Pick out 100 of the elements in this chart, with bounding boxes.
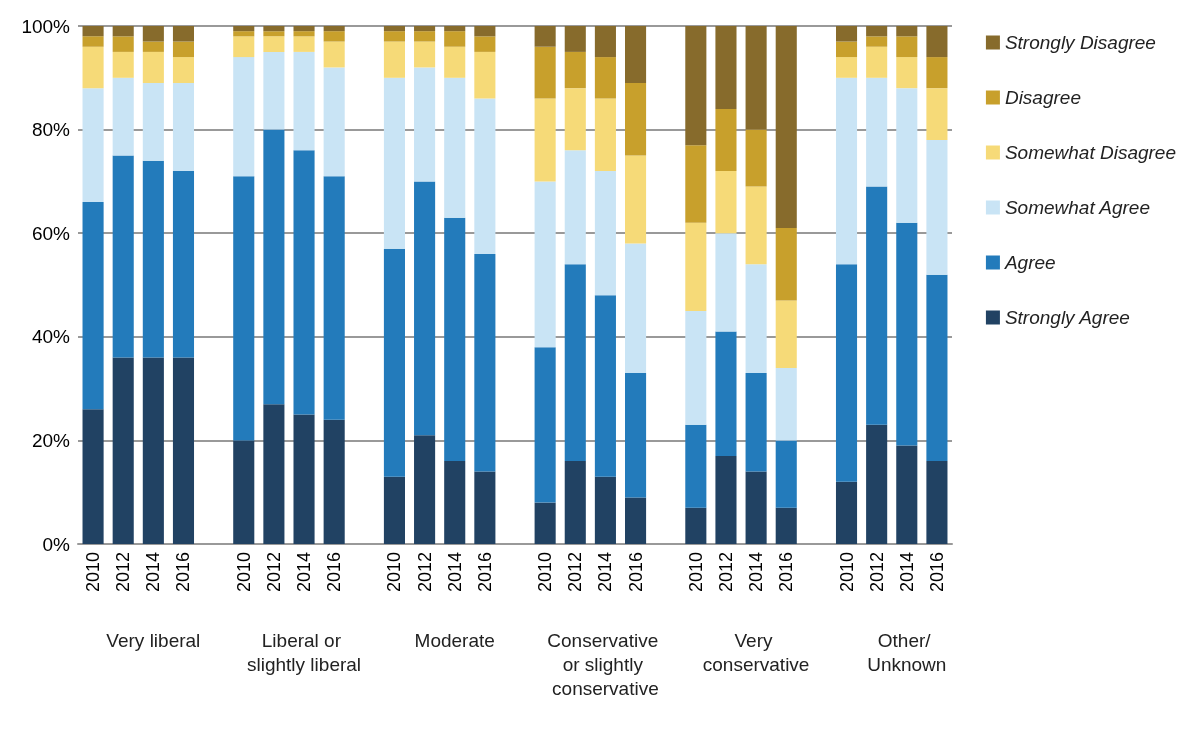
bar bbox=[594, 98, 616, 172]
bar bbox=[112, 51, 134, 78]
x-tick-label: 2014 bbox=[444, 552, 465, 593]
legend-label: Somewhat Agree bbox=[1004, 197, 1150, 218]
bar bbox=[444, 31, 466, 47]
bar bbox=[534, 98, 556, 182]
bar bbox=[383, 77, 405, 249]
bar bbox=[474, 26, 496, 37]
x-tick-label: 2012 bbox=[715, 552, 736, 593]
bar bbox=[172, 82, 195, 172]
legend-label: Disagree bbox=[1004, 87, 1081, 108]
bar bbox=[414, 26, 436, 32]
bar bbox=[775, 440, 797, 508]
legend-label: Strongly Agree bbox=[1004, 307, 1130, 328]
x-tick-label: 2014 bbox=[896, 552, 917, 593]
bar bbox=[534, 26, 556, 47]
bar bbox=[715, 171, 737, 234]
bar bbox=[263, 26, 285, 32]
bar bbox=[293, 36, 315, 52]
bar bbox=[685, 26, 707, 146]
bar bbox=[142, 160, 164, 358]
bar bbox=[82, 88, 104, 203]
bar bbox=[564, 26, 586, 52]
x-tick-label: 2012 bbox=[113, 552, 134, 593]
bar bbox=[112, 155, 134, 358]
bar bbox=[293, 31, 315, 37]
bar bbox=[685, 145, 707, 223]
bar bbox=[594, 26, 616, 58]
bar bbox=[835, 481, 858, 544]
bar bbox=[414, 67, 436, 182]
x-tick-label: 2014 bbox=[746, 552, 767, 593]
bar bbox=[926, 57, 948, 89]
bar bbox=[564, 264, 586, 462]
bar bbox=[896, 88, 918, 223]
bar bbox=[896, 57, 918, 89]
bar bbox=[263, 51, 285, 130]
x-tick-label: 2012 bbox=[414, 552, 435, 593]
bar bbox=[82, 46, 104, 89]
bar bbox=[896, 36, 918, 58]
bar bbox=[414, 31, 436, 42]
bar bbox=[685, 424, 707, 508]
x-tick-label: 2016 bbox=[474, 552, 495, 593]
bar bbox=[835, 57, 858, 78]
bar bbox=[835, 264, 858, 482]
x-tick-label: 2010 bbox=[384, 552, 405, 593]
bar bbox=[745, 26, 767, 130]
bar bbox=[233, 26, 255, 32]
bar bbox=[474, 471, 496, 544]
bar bbox=[142, 26, 164, 42]
x-tick-label: 2014 bbox=[294, 552, 315, 593]
bar bbox=[172, 57, 195, 83]
bar bbox=[866, 36, 888, 47]
bar bbox=[775, 507, 797, 544]
x-tick-label: 2010 bbox=[535, 552, 556, 593]
bar bbox=[745, 129, 767, 187]
x-tick-label: 2016 bbox=[173, 552, 194, 593]
text: Very liberal bbox=[106, 629, 201, 651]
x-tick-label: 2010 bbox=[83, 552, 104, 593]
bar bbox=[866, 424, 888, 544]
bar bbox=[835, 41, 858, 58]
y-tick-label: 100% bbox=[21, 15, 71, 37]
bar bbox=[715, 331, 737, 456]
bar bbox=[474, 36, 496, 52]
bar bbox=[383, 41, 405, 78]
y-tick-label: 80% bbox=[31, 119, 71, 141]
bar bbox=[866, 186, 888, 425]
bar bbox=[534, 46, 556, 99]
bar bbox=[414, 181, 436, 436]
bar bbox=[142, 41, 164, 52]
bar bbox=[414, 435, 436, 544]
legend-label: Strongly Disagree bbox=[1004, 32, 1156, 53]
text: Liberal or slightly liberal bbox=[247, 629, 362, 675]
bar bbox=[685, 507, 707, 544]
bar bbox=[775, 367, 797, 441]
bar bbox=[474, 51, 496, 99]
bar bbox=[112, 36, 134, 52]
bar bbox=[263, 31, 285, 37]
text: Other/ Unknown bbox=[867, 629, 947, 675]
y-tick-label: 60% bbox=[31, 222, 71, 244]
bar bbox=[745, 264, 767, 374]
bar bbox=[263, 404, 285, 544]
legend-label: Somewhat Disagree bbox=[1004, 142, 1177, 163]
bar bbox=[926, 26, 948, 58]
bar bbox=[896, 222, 918, 446]
bar bbox=[444, 77, 466, 218]
bar bbox=[625, 26, 647, 83]
bar bbox=[594, 476, 616, 544]
bar bbox=[293, 26, 315, 32]
bar bbox=[293, 414, 315, 544]
bar bbox=[323, 41, 345, 68]
bar bbox=[715, 233, 737, 332]
bar bbox=[866, 46, 888, 78]
bar bbox=[534, 502, 556, 544]
bar bbox=[293, 150, 315, 415]
bar bbox=[564, 461, 586, 544]
bar bbox=[82, 36, 104, 47]
bar bbox=[564, 51, 586, 89]
bar bbox=[625, 82, 647, 156]
bar bbox=[685, 222, 707, 311]
bar bbox=[383, 31, 405, 42]
